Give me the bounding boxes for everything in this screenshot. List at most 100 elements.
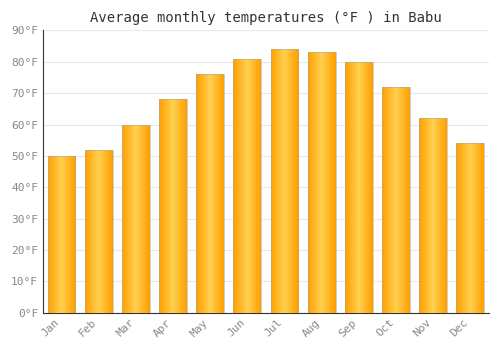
- Bar: [62, 156, 63, 313]
- Bar: [472, 143, 473, 313]
- Bar: [91, 149, 92, 313]
- Bar: [102, 149, 103, 313]
- Bar: [65, 156, 66, 313]
- Bar: [234, 59, 235, 313]
- Bar: [50, 156, 51, 313]
- Bar: [177, 99, 178, 313]
- Bar: [100, 149, 101, 313]
- Bar: [394, 87, 396, 313]
- Bar: [244, 59, 246, 313]
- Bar: [178, 99, 180, 313]
- Bar: [212, 74, 213, 313]
- Bar: [334, 52, 335, 313]
- Bar: [406, 87, 407, 313]
- Bar: [270, 49, 298, 313]
- Bar: [285, 49, 286, 313]
- Bar: [440, 118, 441, 313]
- Bar: [309, 52, 310, 313]
- Bar: [310, 52, 312, 313]
- Bar: [222, 74, 223, 313]
- Bar: [320, 52, 321, 313]
- Bar: [432, 118, 433, 313]
- Bar: [319, 52, 320, 313]
- Bar: [278, 49, 279, 313]
- Bar: [346, 62, 347, 313]
- Bar: [456, 143, 484, 313]
- Bar: [276, 49, 277, 313]
- Bar: [218, 74, 220, 313]
- Bar: [291, 49, 292, 313]
- Bar: [210, 74, 211, 313]
- Bar: [168, 99, 169, 313]
- Bar: [444, 118, 445, 313]
- Bar: [420, 118, 422, 313]
- Bar: [260, 59, 262, 313]
- Bar: [431, 118, 432, 313]
- Bar: [146, 125, 147, 313]
- Bar: [170, 99, 171, 313]
- Bar: [288, 49, 289, 313]
- Bar: [436, 118, 438, 313]
- Bar: [401, 87, 402, 313]
- Bar: [362, 62, 363, 313]
- Bar: [327, 52, 328, 313]
- Bar: [127, 125, 128, 313]
- Bar: [130, 125, 131, 313]
- Bar: [464, 143, 466, 313]
- Bar: [286, 49, 288, 313]
- Bar: [435, 118, 436, 313]
- Bar: [332, 52, 333, 313]
- Bar: [198, 74, 199, 313]
- Bar: [206, 74, 207, 313]
- Bar: [419, 118, 420, 313]
- Bar: [140, 125, 141, 313]
- Bar: [92, 149, 93, 313]
- Bar: [250, 59, 251, 313]
- Bar: [214, 74, 215, 313]
- Bar: [234, 59, 262, 313]
- Bar: [446, 118, 447, 313]
- Bar: [430, 118, 431, 313]
- Bar: [142, 125, 143, 313]
- Bar: [160, 99, 162, 313]
- Bar: [481, 143, 482, 313]
- Bar: [407, 87, 408, 313]
- Bar: [482, 143, 483, 313]
- Bar: [312, 52, 314, 313]
- Bar: [438, 118, 440, 313]
- Bar: [434, 118, 436, 313]
- Bar: [213, 74, 214, 313]
- Bar: [335, 52, 336, 313]
- Bar: [149, 125, 150, 313]
- Bar: [180, 99, 181, 313]
- Bar: [399, 87, 400, 313]
- Bar: [136, 125, 138, 313]
- Bar: [94, 149, 96, 313]
- Bar: [56, 156, 58, 313]
- Bar: [359, 62, 360, 313]
- Bar: [129, 125, 130, 313]
- Bar: [51, 156, 52, 313]
- Bar: [124, 125, 125, 313]
- Bar: [259, 59, 260, 313]
- Bar: [126, 125, 127, 313]
- Bar: [324, 52, 325, 313]
- Bar: [326, 52, 328, 313]
- Bar: [457, 143, 458, 313]
- Bar: [391, 87, 392, 313]
- Bar: [147, 125, 148, 313]
- Bar: [235, 59, 236, 313]
- Bar: [180, 99, 182, 313]
- Bar: [384, 87, 385, 313]
- Bar: [468, 143, 469, 313]
- Bar: [370, 62, 372, 313]
- Bar: [140, 125, 141, 313]
- Bar: [196, 74, 197, 313]
- Bar: [217, 74, 218, 313]
- Bar: [438, 118, 439, 313]
- Bar: [419, 118, 447, 313]
- Bar: [216, 74, 217, 313]
- Bar: [292, 49, 293, 313]
- Bar: [166, 99, 167, 313]
- Bar: [330, 52, 332, 313]
